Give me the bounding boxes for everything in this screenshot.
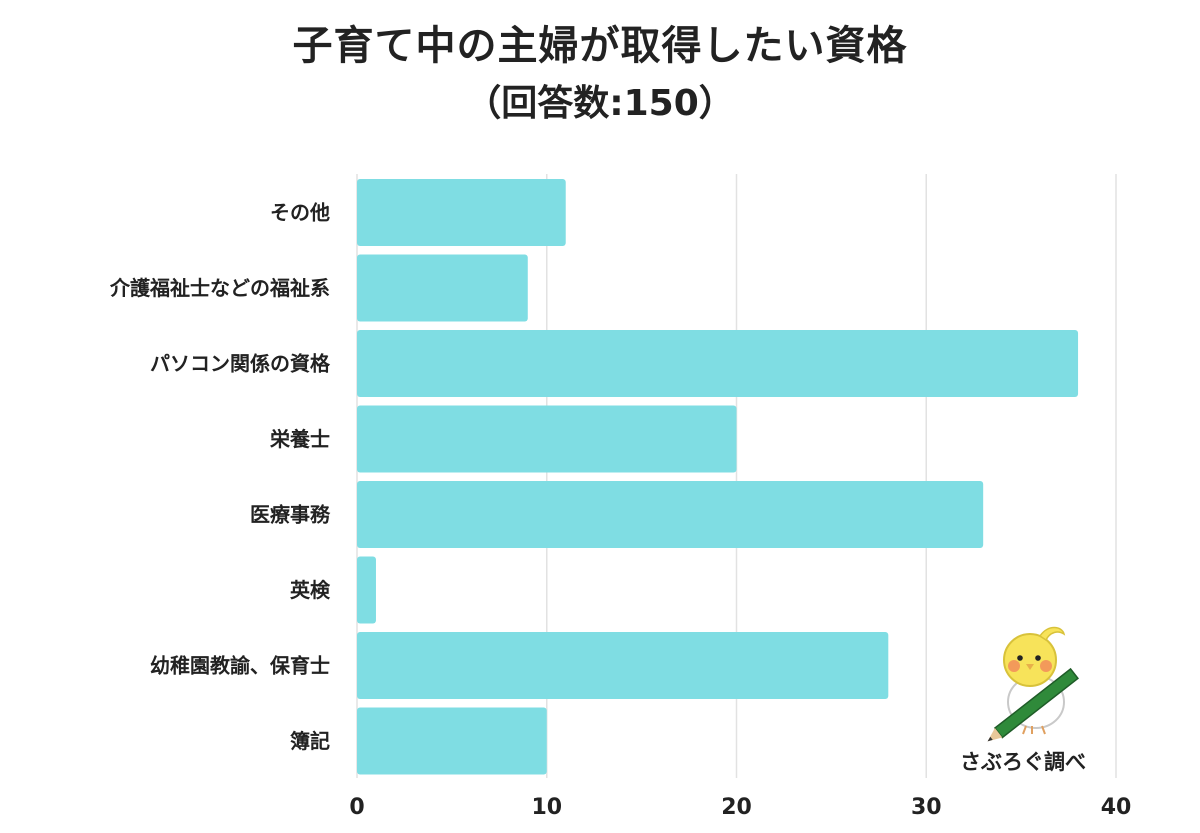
bar bbox=[357, 179, 566, 246]
x-tick-label: 30 bbox=[911, 795, 942, 820]
bar bbox=[357, 556, 376, 624]
category-label: 医療事務 bbox=[250, 503, 331, 527]
x-tick-label: 20 bbox=[721, 795, 752, 820]
bar bbox=[357, 405, 737, 473]
bar bbox=[357, 330, 1079, 397]
category-label: 栄養士 bbox=[269, 427, 330, 451]
bar bbox=[357, 632, 889, 699]
x-axis-ticks: 0 10 20 30 40 bbox=[349, 795, 1131, 820]
bar bbox=[357, 707, 547, 775]
category-label: パソコン関係の資格 bbox=[150, 352, 331, 376]
chart-subtitle: （回答数:150） bbox=[465, 83, 735, 124]
category-label: 簿記 bbox=[290, 729, 330, 753]
bird-mascot-icon bbox=[987, 626, 1079, 742]
category-label: 介護福祉士などの福祉系 bbox=[109, 276, 330, 300]
bar bbox=[357, 254, 528, 322]
x-tick-label: 40 bbox=[1101, 795, 1132, 820]
x-tick-label: 0 bbox=[349, 795, 364, 820]
brand-label: さぶろぐ調べ bbox=[960, 750, 1086, 774]
bars bbox=[357, 179, 1079, 775]
chart-title: 子育て中の主婦が取得したい資格 bbox=[292, 23, 908, 69]
category-label: その他 bbox=[270, 201, 330, 225]
x-tick-label: 10 bbox=[531, 795, 562, 820]
bar bbox=[357, 481, 984, 548]
category-labels: その他介護福祉士などの福祉系パソコン関係の資格栄養士医療事務英検幼稚園教諭、保育… bbox=[109, 201, 331, 754]
category-label: 幼稚園教諭、保育士 bbox=[150, 654, 330, 678]
category-label: 英検 bbox=[290, 578, 331, 602]
